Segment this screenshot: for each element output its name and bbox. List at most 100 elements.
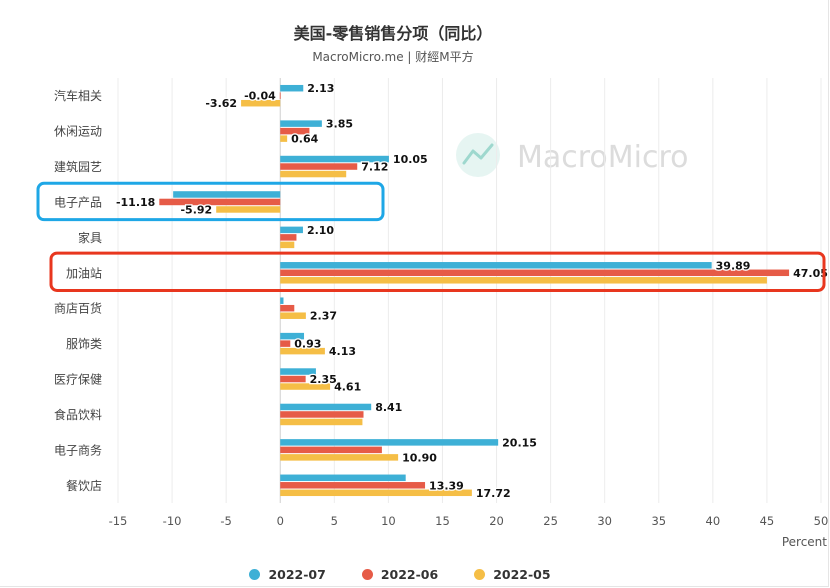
- bar: [280, 368, 316, 375]
- bars: [159, 84, 790, 497]
- x-tick-label: 10: [381, 514, 396, 528]
- x-tick-label: 20: [489, 514, 504, 528]
- category-label: 医疗保健: [54, 373, 102, 387]
- x-tick-label: 5: [331, 514, 338, 528]
- bar: [280, 304, 295, 312]
- category-label: 加油站: [66, 266, 102, 280]
- x-tick-label: 50: [814, 514, 829, 528]
- highlight-box: [49, 251, 826, 292]
- highlight-boxes: [36, 181, 826, 292]
- category-label: 服饰类: [66, 337, 102, 351]
- category-labels: 汽车相关休闲运动建筑园艺电子产品家具加油站商店百货服饰类医疗保健食品饮料电子商务…: [54, 88, 102, 493]
- data-label: 3.85: [326, 118, 353, 131]
- legend: 2022-07 2022-06 2022-05: [0, 567, 800, 582]
- bar: [280, 135, 288, 142]
- legend-label: 2022-07: [268, 567, 326, 582]
- data-label: 13.39: [429, 479, 464, 492]
- data-label: 4.13: [329, 345, 356, 358]
- data-label: -3.62: [205, 97, 237, 110]
- bar: [280, 474, 406, 482]
- x-tick-label: 40: [706, 514, 721, 528]
- data-label: 7.12: [361, 161, 388, 174]
- legend-item[interactable]: 2022-07: [249, 567, 326, 582]
- legend-item[interactable]: 2022-06: [361, 567, 439, 582]
- data-label: 47.05: [793, 267, 828, 280]
- bar: [280, 269, 790, 277]
- legend-label: 2022-06: [380, 567, 439, 582]
- bar: [280, 439, 499, 446]
- bar: [216, 206, 281, 213]
- bar: [280, 454, 399, 461]
- category-label: 商店百货: [54, 301, 102, 316]
- bar: [280, 489, 472, 497]
- x-tick-label: -15: [109, 514, 128, 528]
- category-label: 汽车相关: [54, 88, 102, 103]
- data-label: 2.35: [310, 373, 337, 386]
- data-labels: 2.13 -0.04 -3.62 3.85 0.64 10.05 7.12 -11.18 -5.…: [115, 81, 829, 501]
- data-label: 2.13: [307, 82, 334, 95]
- bar: [280, 155, 389, 163]
- data-label: 8.41: [375, 401, 402, 414]
- x-tick-label: -5: [220, 514, 231, 528]
- data-label: 39.89: [716, 259, 751, 272]
- category-label: 电子产品: [54, 195, 102, 209]
- legend-marker: [361, 569, 373, 580]
- data-label: 2.37: [310, 310, 337, 323]
- x-tick-label: 35: [651, 514, 666, 528]
- watermark-text: MacroMicro: [517, 140, 689, 175]
- bar: [280, 226, 303, 234]
- x-tick-labels: -15 -10 -5 0 5 10 15 20 25 30 35 40 45 50: [109, 514, 829, 528]
- data-label: 10.90: [402, 451, 437, 464]
- data-label: 4.61: [334, 381, 361, 394]
- watermark-logo-mark: [462, 143, 494, 165]
- x-tick-label: 0: [277, 514, 284, 528]
- highlight-box: [36, 181, 385, 222]
- bar: [280, 84, 304, 92]
- x-tick-label: -10: [163, 514, 182, 528]
- x-tick-label: 30: [597, 514, 612, 528]
- category-label: 休闲运动: [54, 125, 102, 139]
- category-label: 家具: [78, 230, 102, 245]
- bar: [280, 120, 322, 127]
- bar: [280, 297, 284, 304]
- legend-label: 2022-05: [493, 567, 551, 582]
- watermark: MacroMicro: [456, 133, 689, 177]
- data-label: -11.18: [116, 196, 155, 209]
- bar: [280, 446, 382, 454]
- bar: [280, 277, 767, 284]
- bar: [280, 411, 364, 418]
- data-label: 0.93: [294, 338, 321, 351]
- bar: [280, 312, 306, 319]
- data-label: 17.72: [476, 487, 511, 500]
- data-label: 0.64: [291, 133, 318, 146]
- bar: [280, 234, 297, 241]
- bar: [280, 383, 331, 390]
- category-label: 餐饮店: [66, 478, 102, 493]
- bar: [280, 241, 295, 249]
- x-axis-label: Percent: [782, 535, 827, 549]
- data-label: 2.10: [307, 224, 334, 237]
- category-label: 建筑园艺: [54, 159, 102, 174]
- bar: [280, 170, 347, 178]
- data-label: 10.05: [393, 153, 428, 166]
- data-label: -5.92: [180, 203, 212, 216]
- bar: [280, 418, 363, 426]
- x-tick-label: 25: [543, 514, 558, 528]
- bar: [280, 347, 325, 355]
- data-label: 20.15: [502, 436, 537, 449]
- chart-title: 美国-零售销售分项（同比）: [293, 24, 493, 43]
- category-label: 食品饮料: [54, 407, 102, 422]
- bar: [280, 403, 372, 411]
- bar: [280, 482, 426, 489]
- x-tick-label: 15: [435, 514, 450, 528]
- bar: [280, 375, 306, 383]
- bar: [280, 127, 310, 135]
- bar: [279, 92, 281, 99]
- category-label: 电子商务: [54, 442, 102, 457]
- bar: [241, 99, 281, 107]
- legend-item[interactable]: 2022-05: [474, 567, 551, 582]
- chart-subtitle: MacroMicro.me | 财經M平方: [312, 50, 474, 64]
- bar: [159, 198, 281, 206]
- legend-marker: [474, 569, 486, 580]
